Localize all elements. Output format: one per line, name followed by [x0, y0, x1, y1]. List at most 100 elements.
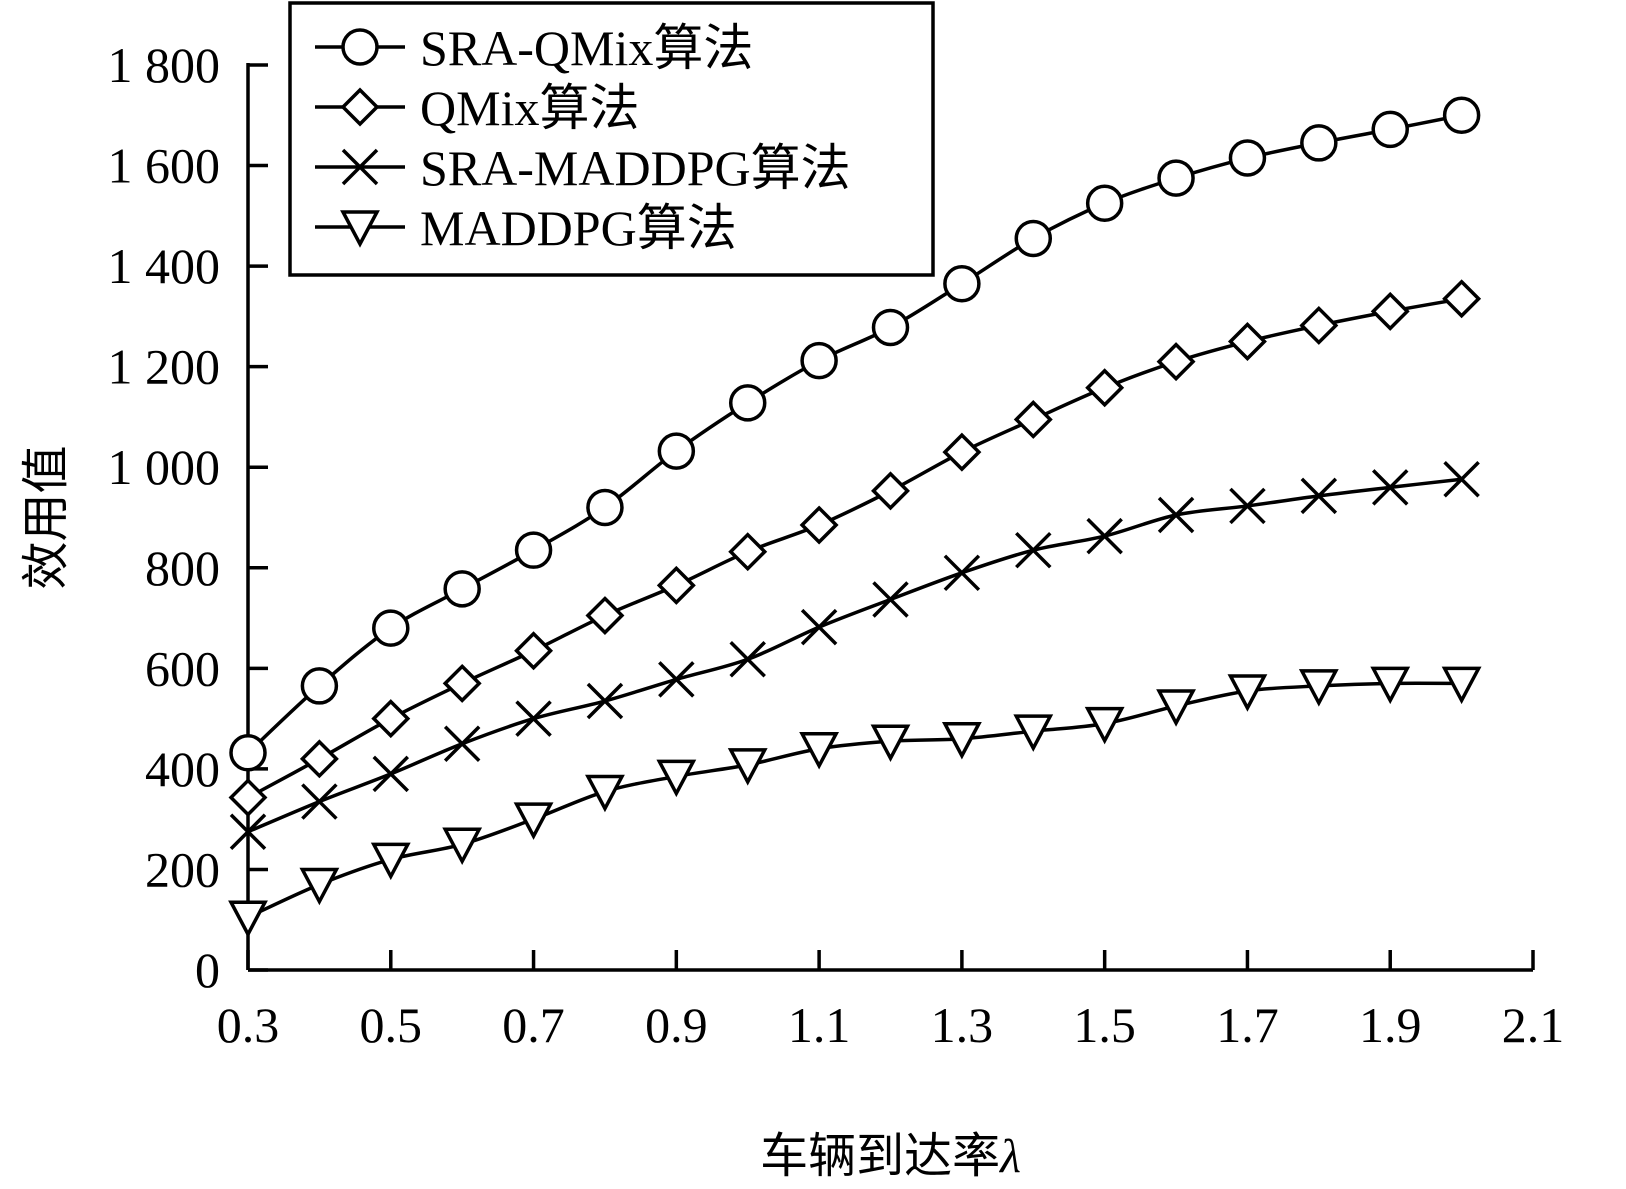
x-tick-label: 1.9	[1359, 997, 1422, 1053]
y-tick-label: 1 800	[108, 37, 221, 93]
marker-circle	[800, 341, 838, 380]
x-tick-label: 0.3	[217, 997, 280, 1053]
marker-triangle	[1084, 706, 1125, 745]
marker-diamond	[1299, 305, 1339, 345]
marker-diamond	[656, 565, 696, 605]
x-tick-label: 2.1	[1502, 997, 1565, 1053]
marker-x	[1300, 477, 1338, 515]
marker-x	[341, 148, 379, 186]
marker-triangle	[656, 759, 697, 798]
marker-diamond	[442, 663, 482, 703]
marker-x	[372, 755, 410, 793]
marker-circle	[657, 432, 696, 470]
marker-diamond	[1156, 342, 1196, 382]
x-tick-label: 1.5	[1073, 997, 1136, 1053]
marker-triangle	[442, 827, 483, 866]
series-circle	[229, 96, 1481, 772]
series-diamond	[228, 279, 1482, 818]
y-tick-label: 800	[145, 540, 220, 596]
x-tick-label: 0.9	[645, 997, 708, 1053]
y-tick-label: 0	[195, 942, 220, 998]
marker-circle	[341, 28, 379, 66]
marker-circle	[871, 308, 910, 347]
marker-x	[515, 700, 552, 737]
x-tick-label: 0.7	[502, 997, 565, 1053]
marker-triangle	[1013, 714, 1054, 752]
marker-x	[872, 581, 909, 618]
marker-x	[1229, 487, 1266, 525]
marker-circle	[1371, 110, 1409, 149]
marker-circle	[300, 667, 339, 705]
x-tick-label: 0.5	[360, 997, 423, 1053]
legend-label: QMix算法	[420, 80, 639, 136]
marker-diamond	[1442, 279, 1482, 319]
marker-x	[229, 813, 267, 850]
marker-circle	[1300, 124, 1338, 162]
y-tick-label: 200	[145, 841, 220, 897]
x-tick-label: 1.1	[788, 997, 851, 1053]
marker-circle	[1014, 219, 1053, 258]
marker-circle	[1228, 139, 1267, 177]
marker-triangle	[941, 721, 982, 760]
y-tick-label: 1 200	[108, 339, 221, 395]
marker-diamond	[514, 631, 554, 671]
marker-circle	[372, 609, 410, 647]
y-axis-title: 效用值	[18, 445, 74, 589]
marker-x	[586, 682, 624, 720]
series-line	[247, 681, 1462, 919]
marker-triangle	[727, 748, 768, 786]
marker-x	[729, 641, 766, 678]
marker-triangle	[299, 867, 340, 906]
marker-x	[301, 783, 338, 820]
x-tick-label: 1.7	[1216, 997, 1279, 1053]
series-triangle-down	[228, 666, 1482, 938]
x-axis-title-text: 车辆到达率	[760, 1128, 1000, 1184]
x-tick-label: 1.3	[931, 997, 994, 1053]
marker-diamond	[340, 87, 380, 127]
marker-triangle	[870, 724, 911, 762]
marker-triangle	[585, 774, 625, 813]
marker-circle	[443, 570, 481, 608]
marker-diamond	[1227, 322, 1267, 362]
marker-circle	[1442, 96, 1481, 135]
marker-circle	[1157, 159, 1195, 197]
y-tick-label: 400	[145, 741, 220, 797]
marker-diamond	[799, 505, 839, 545]
marker-x	[800, 608, 838, 646]
y-tick-label: 1 000	[108, 439, 221, 495]
marker-x	[1371, 469, 1409, 506]
marker-diamond	[1013, 399, 1053, 439]
marker-x	[443, 725, 481, 762]
marker-diamond	[228, 778, 268, 818]
marker-triangle	[340, 210, 380, 248]
series-line	[247, 297, 1462, 800]
x-axis-title-symbol: λ	[998, 1130, 1021, 1183]
marker-diamond	[871, 471, 910, 511]
marker-triangle	[1370, 666, 1411, 705]
marker-triangle	[370, 842, 411, 881]
marker-circle	[229, 734, 267, 772]
marker-diamond	[1370, 291, 1410, 331]
marker-circle	[514, 531, 553, 569]
marker-triangle	[1227, 674, 1268, 712]
legend-label: SRA-QMix算法	[420, 20, 753, 76]
x-axis-title: 车辆到达率λ	[760, 1128, 1021, 1184]
marker-triangle	[1156, 689, 1196, 727]
marker-x	[1015, 531, 1052, 569]
marker-diamond	[1085, 368, 1125, 408]
marker-circle	[1085, 184, 1124, 223]
marker-circle	[943, 264, 981, 303]
y-tick-label: 600	[145, 640, 220, 696]
marker-triangle	[799, 732, 840, 770]
series-x	[229, 461, 1480, 850]
marker-diamond	[728, 532, 768, 572]
marker-diamond	[299, 739, 339, 779]
marker-x	[658, 661, 695, 698]
marker-triangle	[1441, 666, 1482, 705]
y-tick-label: 1 400	[108, 238, 221, 294]
marker-triangle	[1298, 669, 1339, 707]
series-line	[247, 477, 1462, 834]
marker-triangle	[513, 802, 554, 840]
